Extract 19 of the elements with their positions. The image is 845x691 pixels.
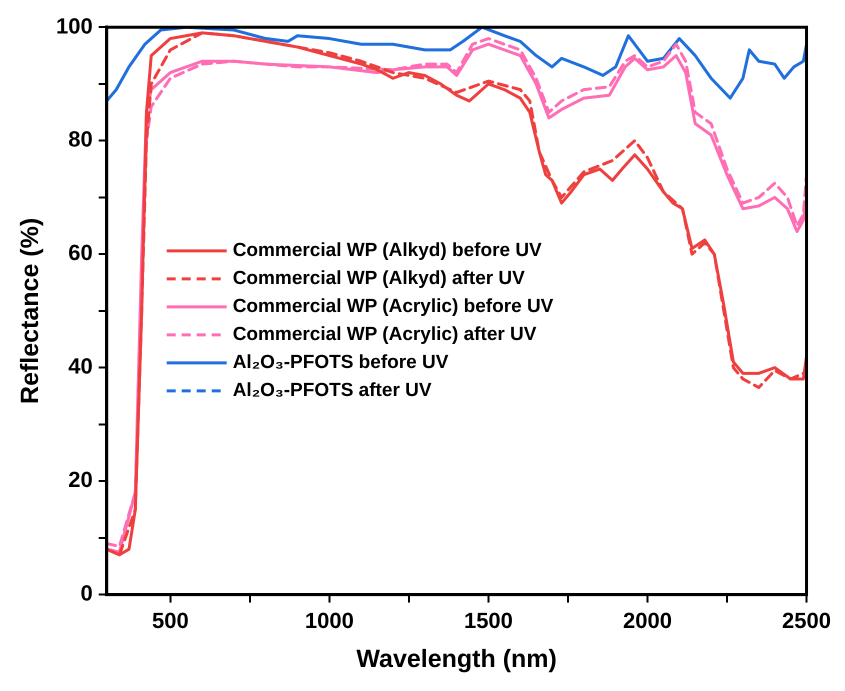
x-axis-title: Wavelength (nm) bbox=[356, 644, 557, 673]
legend-label: Commercial WP (Acrylic) before UV bbox=[232, 296, 554, 318]
y-tick-label: 60 bbox=[68, 240, 93, 266]
legend-label: Al₂O₃-PFOTS after UV bbox=[232, 380, 432, 402]
x-tick-label: 2000 bbox=[623, 608, 672, 633]
legend-label: Commercial WP (Acrylic) after UV bbox=[232, 324, 537, 346]
y-tick-label: 40 bbox=[68, 354, 93, 379]
legend-label: Al₂O₃-PFOTS before UV bbox=[232, 352, 449, 374]
x-tick-label: 1000 bbox=[304, 608, 354, 633]
x-tick-label: 1500 bbox=[464, 608, 513, 633]
x-tick-label: 2500 bbox=[782, 608, 832, 633]
x-tick-label: 500 bbox=[152, 608, 189, 633]
y-tick-label: 0 bbox=[80, 580, 93, 606]
legend-label: Commercial WP (Alkyd) before UV bbox=[232, 240, 542, 262]
legend-label: Commercial WP (Alkyd) after UV bbox=[232, 268, 526, 290]
y-tick-label: 20 bbox=[68, 467, 93, 492]
y-tick-label: 100 bbox=[56, 13, 93, 38]
y-tick-label: 80 bbox=[68, 126, 93, 152]
y-axis-title: Reflectance (%) bbox=[16, 218, 44, 404]
